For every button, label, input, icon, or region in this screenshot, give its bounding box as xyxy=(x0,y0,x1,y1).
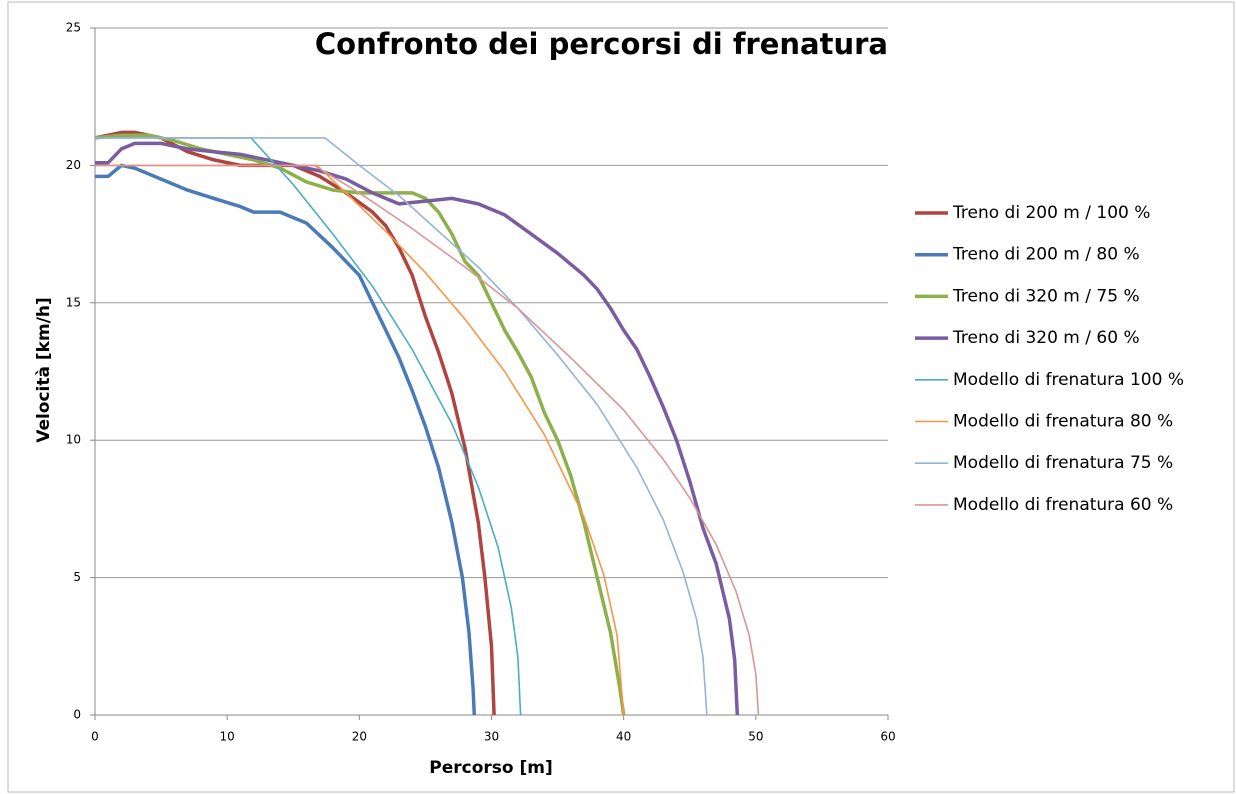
x-tick-label: 10 xyxy=(220,730,235,744)
y-tick-label: 0 xyxy=(73,708,81,722)
x-axis-label: Percorso [m] xyxy=(429,758,552,778)
series-line xyxy=(95,164,760,716)
x-tick-label: 60 xyxy=(880,730,895,744)
series-line xyxy=(95,164,625,716)
series-line xyxy=(95,137,708,716)
series-line xyxy=(95,137,522,716)
legend-label: Modello di frenatura 75 % xyxy=(953,453,1173,473)
series-line xyxy=(95,163,477,716)
x-tick-label: 30 xyxy=(484,730,499,744)
series-line xyxy=(94,133,626,716)
y-tick-label: 10 xyxy=(66,433,81,447)
legend-label: Treno di 320 m / 60 % xyxy=(952,328,1140,348)
y-tick-label: 25 xyxy=(66,21,81,35)
legend-label: Modello di frenatura 60 % xyxy=(953,495,1173,515)
series-line xyxy=(95,141,740,716)
legend-label: Treno di 200 m / 100 % xyxy=(952,203,1150,223)
x-tick-label: 50 xyxy=(748,730,763,744)
y-tick-label: 20 xyxy=(66,158,81,172)
y-tick-label: 5 xyxy=(73,570,81,584)
x-tick-label: 20 xyxy=(352,730,367,744)
legend-label: Treno di 320 m / 75 % xyxy=(952,286,1140,306)
legend-label: Modello di frenatura 100 % xyxy=(953,370,1184,390)
y-axis-label: Velocità [km/h] xyxy=(34,297,54,443)
x-tick-label: 40 xyxy=(616,730,631,744)
x-tick-label: 0 xyxy=(91,730,99,744)
chart-title: Confronto dei percorsi di frenatura xyxy=(315,27,888,61)
y-tick-label: 15 xyxy=(66,295,81,309)
chart-border xyxy=(7,1,1235,793)
legend-label: Treno di 200 m / 80 % xyxy=(952,245,1140,265)
legend-label: Modello di frenatura 80 % xyxy=(953,412,1173,432)
